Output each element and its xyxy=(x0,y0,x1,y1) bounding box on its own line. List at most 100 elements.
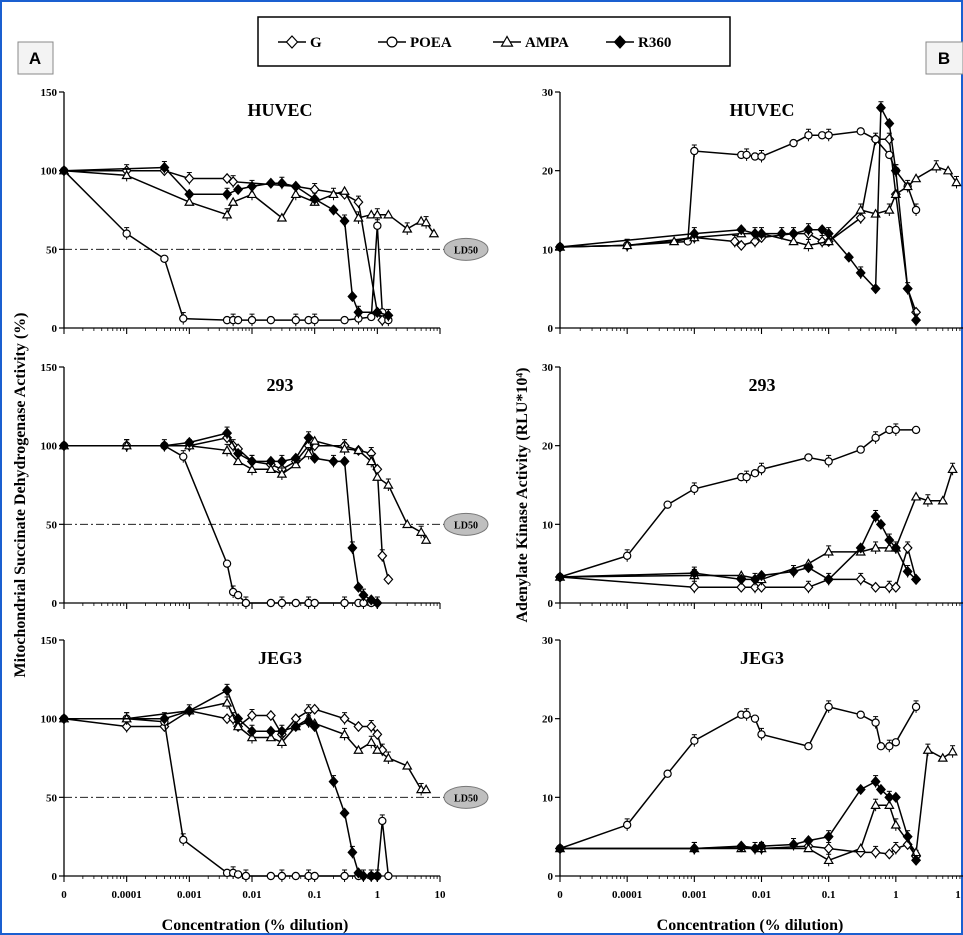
y-tick-label: 100 xyxy=(41,714,58,726)
data-point xyxy=(159,713,170,725)
plot-title: 293 xyxy=(749,375,776,395)
data-point xyxy=(291,871,301,881)
data-point xyxy=(233,447,244,460)
data-point xyxy=(855,573,866,586)
data-point xyxy=(310,598,319,608)
data-point xyxy=(870,542,881,552)
data-point xyxy=(884,534,895,546)
data-point xyxy=(776,227,787,240)
data-point xyxy=(372,306,383,318)
data-point xyxy=(265,455,276,468)
ld50-badge: LD50 xyxy=(443,512,489,536)
data-point xyxy=(875,102,886,114)
data-point xyxy=(233,183,244,196)
legend-item-ampa: AMPA xyxy=(493,35,569,51)
data-point xyxy=(179,314,188,323)
panel-b-label-box: B xyxy=(925,41,963,75)
data-point xyxy=(690,146,699,156)
data-point xyxy=(265,709,276,722)
data-point xyxy=(937,495,949,505)
panel-a-label: A xyxy=(29,49,41,68)
data-point xyxy=(222,188,233,200)
data-point xyxy=(855,204,866,214)
y-tick-label: 20 xyxy=(542,441,554,453)
data-point xyxy=(265,177,276,189)
ld50-label: LD50 xyxy=(454,245,478,256)
panel-a-label-box: A xyxy=(17,41,54,75)
y-tick-label: 150 xyxy=(41,87,58,99)
plot-title: JEG3 xyxy=(258,648,302,668)
data-point xyxy=(420,784,432,794)
data-point xyxy=(756,581,767,593)
series-r360 xyxy=(554,509,922,586)
data-point xyxy=(855,843,866,853)
data-point xyxy=(749,573,760,586)
data-point xyxy=(358,870,369,882)
data-point xyxy=(372,744,383,754)
series-r360 xyxy=(554,775,922,866)
data-point xyxy=(246,709,258,722)
data-point xyxy=(372,870,383,882)
data-point xyxy=(366,720,377,733)
data-point xyxy=(366,736,377,747)
legend-marker-g xyxy=(285,35,299,49)
data-point xyxy=(221,209,233,219)
data-point xyxy=(353,720,364,733)
data-point xyxy=(902,180,913,191)
legend-label-r360: R360 xyxy=(638,35,671,51)
data-point xyxy=(890,842,901,855)
data-point xyxy=(931,161,942,171)
data-point xyxy=(266,598,276,608)
data-point xyxy=(922,495,934,505)
y-tick-label: 50 xyxy=(46,244,58,256)
y-tick-label: 100 xyxy=(41,166,58,178)
data-point xyxy=(159,161,170,174)
data-point xyxy=(339,713,350,725)
data-point xyxy=(246,180,258,193)
y-tick-label: 0 xyxy=(548,323,554,335)
data-point xyxy=(690,736,699,745)
data-point xyxy=(291,315,301,325)
data-point xyxy=(843,251,854,263)
data-point xyxy=(401,760,413,770)
data-point xyxy=(373,221,382,230)
data-point xyxy=(265,725,276,737)
data-point xyxy=(554,571,566,583)
ld50-label: LD50 xyxy=(454,520,478,531)
data-point xyxy=(383,479,394,489)
data-point xyxy=(937,752,949,762)
data-point xyxy=(824,131,833,140)
data-point xyxy=(689,567,700,579)
series-r360 xyxy=(58,683,383,882)
data-point xyxy=(372,471,383,481)
plot-b-huvec: 0 10 20 30 HUVEC xyxy=(542,87,963,335)
data-point xyxy=(58,713,70,725)
data-point xyxy=(367,312,376,322)
data-point xyxy=(942,165,954,175)
data-point xyxy=(121,169,132,180)
data-point xyxy=(804,742,813,751)
data-point xyxy=(890,791,901,803)
data-point xyxy=(910,173,922,183)
x-tick-label: 0 xyxy=(557,889,563,901)
data-point xyxy=(266,871,276,881)
data-point xyxy=(309,193,320,205)
series-r360 xyxy=(58,426,383,609)
y-tick-label: 20 xyxy=(542,166,554,178)
data-point xyxy=(233,315,243,325)
data-point xyxy=(875,783,886,796)
data-point xyxy=(870,775,881,788)
data-point xyxy=(377,550,388,562)
data-point xyxy=(870,799,881,809)
legend: G POEA AMPA R360 xyxy=(257,16,731,67)
data-point xyxy=(291,598,301,608)
data-point xyxy=(554,842,566,855)
data-point xyxy=(339,443,350,453)
ld50-badge: LD50 xyxy=(443,785,489,809)
legend-label-ampa: AMPA xyxy=(525,35,569,51)
data-point xyxy=(884,204,895,214)
data-point xyxy=(277,871,287,881)
data-point xyxy=(871,718,880,727)
data-point xyxy=(911,854,922,866)
